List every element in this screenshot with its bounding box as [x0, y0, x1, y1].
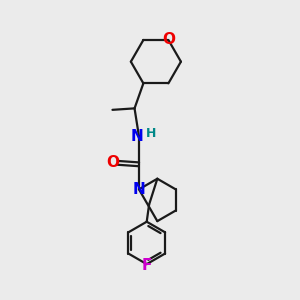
Text: O: O [106, 155, 119, 170]
Text: O: O [163, 32, 176, 47]
Text: N: N [131, 129, 144, 144]
Text: F: F [142, 258, 152, 273]
Text: N: N [133, 182, 145, 197]
Text: H: H [146, 128, 157, 140]
